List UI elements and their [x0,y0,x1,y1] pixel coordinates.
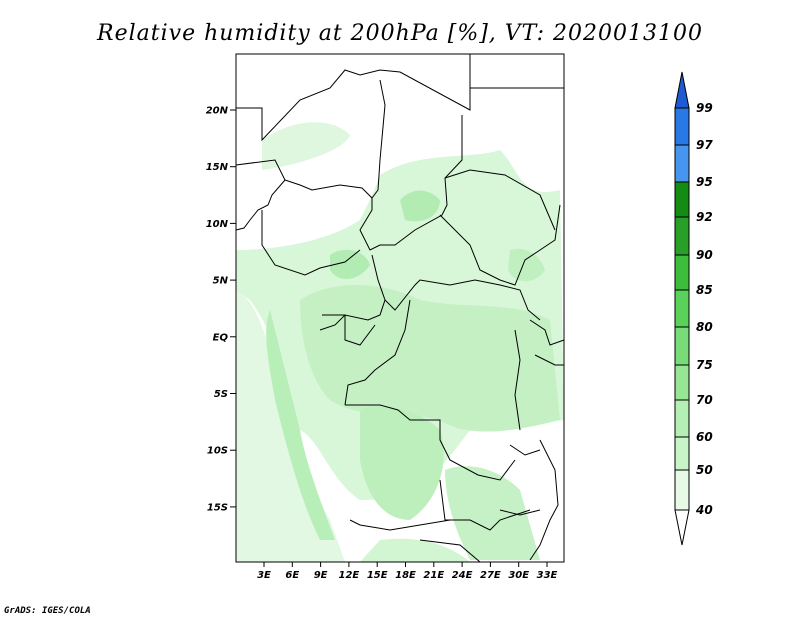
map-panel: 20N 15N 10N 5N EQ 5S 10S 15S 3E 6E 9E 12E 15E 18E 21E… [206,53,565,581]
colorbar-segment [674,289,690,328]
colorbar-label: 99 [696,101,713,115]
lon-tick-label: 9E [314,570,328,581]
lat-tick-label: 10N [206,219,229,230]
colorbar-label: 90 [696,248,713,262]
humidity-shading [236,122,564,562]
colorbar-label: 95 [696,175,713,189]
colorbar-label: 70 [696,393,713,407]
colorbar-segment [674,364,690,401]
colorbar-label: 60 [696,430,713,444]
colorbar-segment [674,71,690,109]
colorbar-segment [674,144,690,183]
colorbar: 40 50 60 70 75 80 85 90 92 95 97 99 [674,71,713,546]
lat-tick-label: 15N [206,162,229,173]
colorbar-label: 85 [696,283,713,297]
country-borders [235,54,565,563]
lon-tick-label: 12E [339,570,360,581]
lat-tick-label: 20N [206,106,229,117]
lat-axis: 20N 15N 10N 5N EQ 5S 10S 15S [206,106,236,513]
lat-tick-label: 15S [207,502,228,513]
colorbar-segment [674,469,690,511]
lon-axis: 3E 6E 9E 12E 15E 18E 21E 24E 27E 30E 33E [257,562,558,581]
lon-tick-label: 15E [367,570,388,581]
colorbar-segment [674,509,690,546]
colorbar-label: 97 [696,138,713,152]
colorbar-segment [674,254,690,291]
lat-tick-label: 10S [207,446,228,457]
credit-label: GrADS: IGES/COLA [4,606,91,616]
lat-tick-label: 5S [214,389,228,400]
colorbar-segment [674,216,690,256]
lon-tick-label: 18E [395,570,416,581]
lon-tick-label: 24E [452,570,473,581]
colorbar-label: 92 [696,210,713,224]
colorbar-label: 40 [695,503,713,517]
colorbar-segment [674,399,690,438]
lon-tick-label: 6E [285,570,299,581]
lon-tick-label: 33E [537,570,558,581]
colorbar-segment [674,436,690,471]
lon-tick-label: 21E [423,570,444,581]
colorbar-label: 80 [696,320,713,334]
lon-tick-label: 30E [508,570,529,581]
colorbar-segment [674,107,690,146]
colorbar-label: 50 [696,463,713,477]
colorbar-label: 75 [696,358,713,372]
lat-tick-label: 5N [213,276,229,287]
lon-tick-label: 27E [480,570,501,581]
colorbar-segment [674,326,690,366]
lon-tick-label: 3E [257,570,271,581]
lat-tick-label: EQ [213,332,229,343]
colorbar-segment [674,181,690,218]
map-frame [235,53,565,563]
figure-title: Relative humidity at 200hPa [%], VT: 202… [96,21,703,46]
